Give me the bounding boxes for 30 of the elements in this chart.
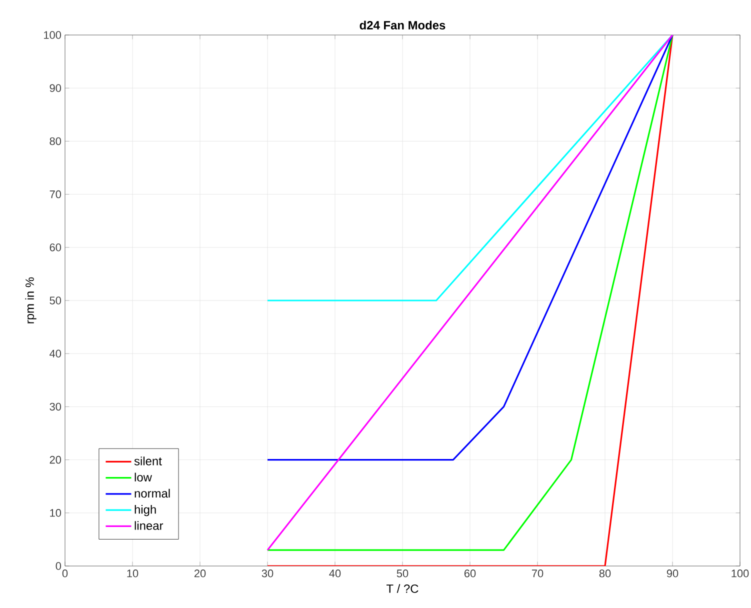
y-tick-label: 90 — [50, 84, 62, 92]
legend-label: linear — [134, 521, 164, 530]
x-tick-label: 70 — [532, 570, 544, 578]
y-tick-label: 20 — [50, 456, 62, 464]
x-tick-label: 40 — [329, 570, 341, 578]
legend-label: normal — [134, 488, 170, 498]
x-axis-title: T / ?C — [386, 584, 418, 593]
x-tick-label: 20 — [194, 570, 206, 578]
x-tick-label: 80 — [599, 570, 611, 578]
y-tick-label: 10 — [50, 509, 62, 517]
legend-label: silent — [134, 456, 162, 466]
x-tick-label: 0 — [62, 570, 68, 578]
x-tick-label: 90 — [666, 570, 678, 578]
y-tick-label: 40 — [50, 350, 62, 358]
x-tick-label: 100 — [732, 570, 749, 578]
y-tick-label: 80 — [50, 137, 62, 146]
y-tick-label: 0 — [56, 562, 62, 570]
y-tick-label: 100 — [44, 31, 62, 39]
x-tick-label: 30 — [262, 570, 274, 578]
x-tick-label: 10 — [127, 570, 138, 578]
y-tick-label: 60 — [50, 244, 62, 252]
chart-title: d24 Fan Modes — [360, 20, 446, 30]
y-tick-label: 70 — [50, 190, 62, 198]
x-tick-label: 50 — [396, 570, 408, 578]
y-tick-label: 50 — [50, 296, 62, 304]
x-tick-label: 60 — [464, 570, 476, 578]
y-axis-title: rpm in % — [25, 277, 36, 324]
legend-label: low — [134, 472, 152, 482]
legend-label: high — [134, 504, 156, 516]
y-tick-label: 30 — [50, 402, 62, 411]
